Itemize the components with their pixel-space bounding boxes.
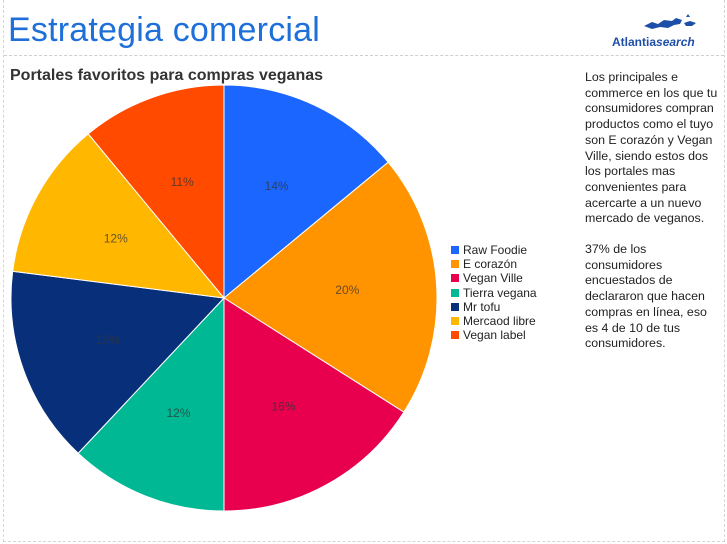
slice-label: 11%: [171, 175, 194, 189]
atlantia-logo: Atlantiasearch: [612, 14, 712, 49]
slide-frame: [3, 0, 725, 542]
legend-item: Vegan label: [451, 328, 537, 342]
slice-label: 12%: [104, 231, 128, 245]
island-logo-icon: [644, 14, 696, 29]
pie-chart: 14% 20% 16% 12% 15% 12% 11%: [10, 84, 438, 512]
legend-item: Tierra vegana: [451, 286, 537, 300]
slice-label: 15%: [96, 333, 120, 347]
chart-title: Portales favoritos para compras veganas: [10, 67, 324, 84]
legend-swatch: [451, 316, 459, 325]
legend-swatch: [451, 274, 459, 283]
page-title: Estrategia comercial: [8, 11, 321, 49]
legend-label: Mercaod libre: [463, 313, 536, 328]
legend-swatch: [451, 288, 459, 297]
pie-slice-raw-foodie: [223, 84, 389, 300]
legend-label: Vegan label: [463, 328, 526, 343]
pie-slice-tierra-vegana: [77, 296, 225, 512]
legend-item: E corazón: [451, 257, 537, 271]
legend-swatch: [451, 260, 459, 269]
slice-label: 14%: [265, 179, 289, 193]
slice-label: 16%: [272, 399, 296, 413]
pie-slice-vegan-label: [87, 84, 225, 300]
side-paragraph-2: 37% de los consumidores encuestados de d…: [585, 242, 707, 351]
legend-swatch: [451, 331, 459, 340]
side-text: Los principales e commerce en los que tu…: [585, 70, 720, 367]
legend-label: E corazón: [463, 257, 518, 272]
chart-legend: Raw Foodie E corazón Vegan Ville Tierra veg…: [451, 243, 537, 342]
legend-item: Raw Foodie: [451, 243, 537, 257]
legend-item: Mercaod libre: [451, 314, 537, 328]
legend-item: Vegan Ville: [451, 271, 537, 285]
slice-label: 20%: [335, 283, 359, 297]
slice-label: 12%: [167, 406, 191, 420]
legend-label: Mr tofu: [463, 299, 501, 314]
legend-label: Tierra vegana: [463, 285, 537, 300]
pie-slice-vegan-ville: [223, 297, 405, 512]
header: Estrategia comercial Atlantiasearch: [4, 0, 724, 56]
legend-swatch: [451, 246, 459, 254]
side-paragraph-1: Los principales e commerce en los que tu…: [585, 70, 718, 226]
pie-slice-mr-tofu: [10, 270, 226, 454]
legend-label: Vegan Ville: [463, 271, 523, 286]
legend-swatch: [451, 302, 459, 311]
legend-item: Mr tofu: [451, 300, 537, 314]
pie-slice-e-coraz-n: [223, 161, 438, 413]
logo-text: Atlantiasearch: [612, 35, 695, 49]
legend-label: Raw Foodie: [463, 243, 528, 257]
pie-slice-mercaod-libre: [12, 133, 226, 299]
